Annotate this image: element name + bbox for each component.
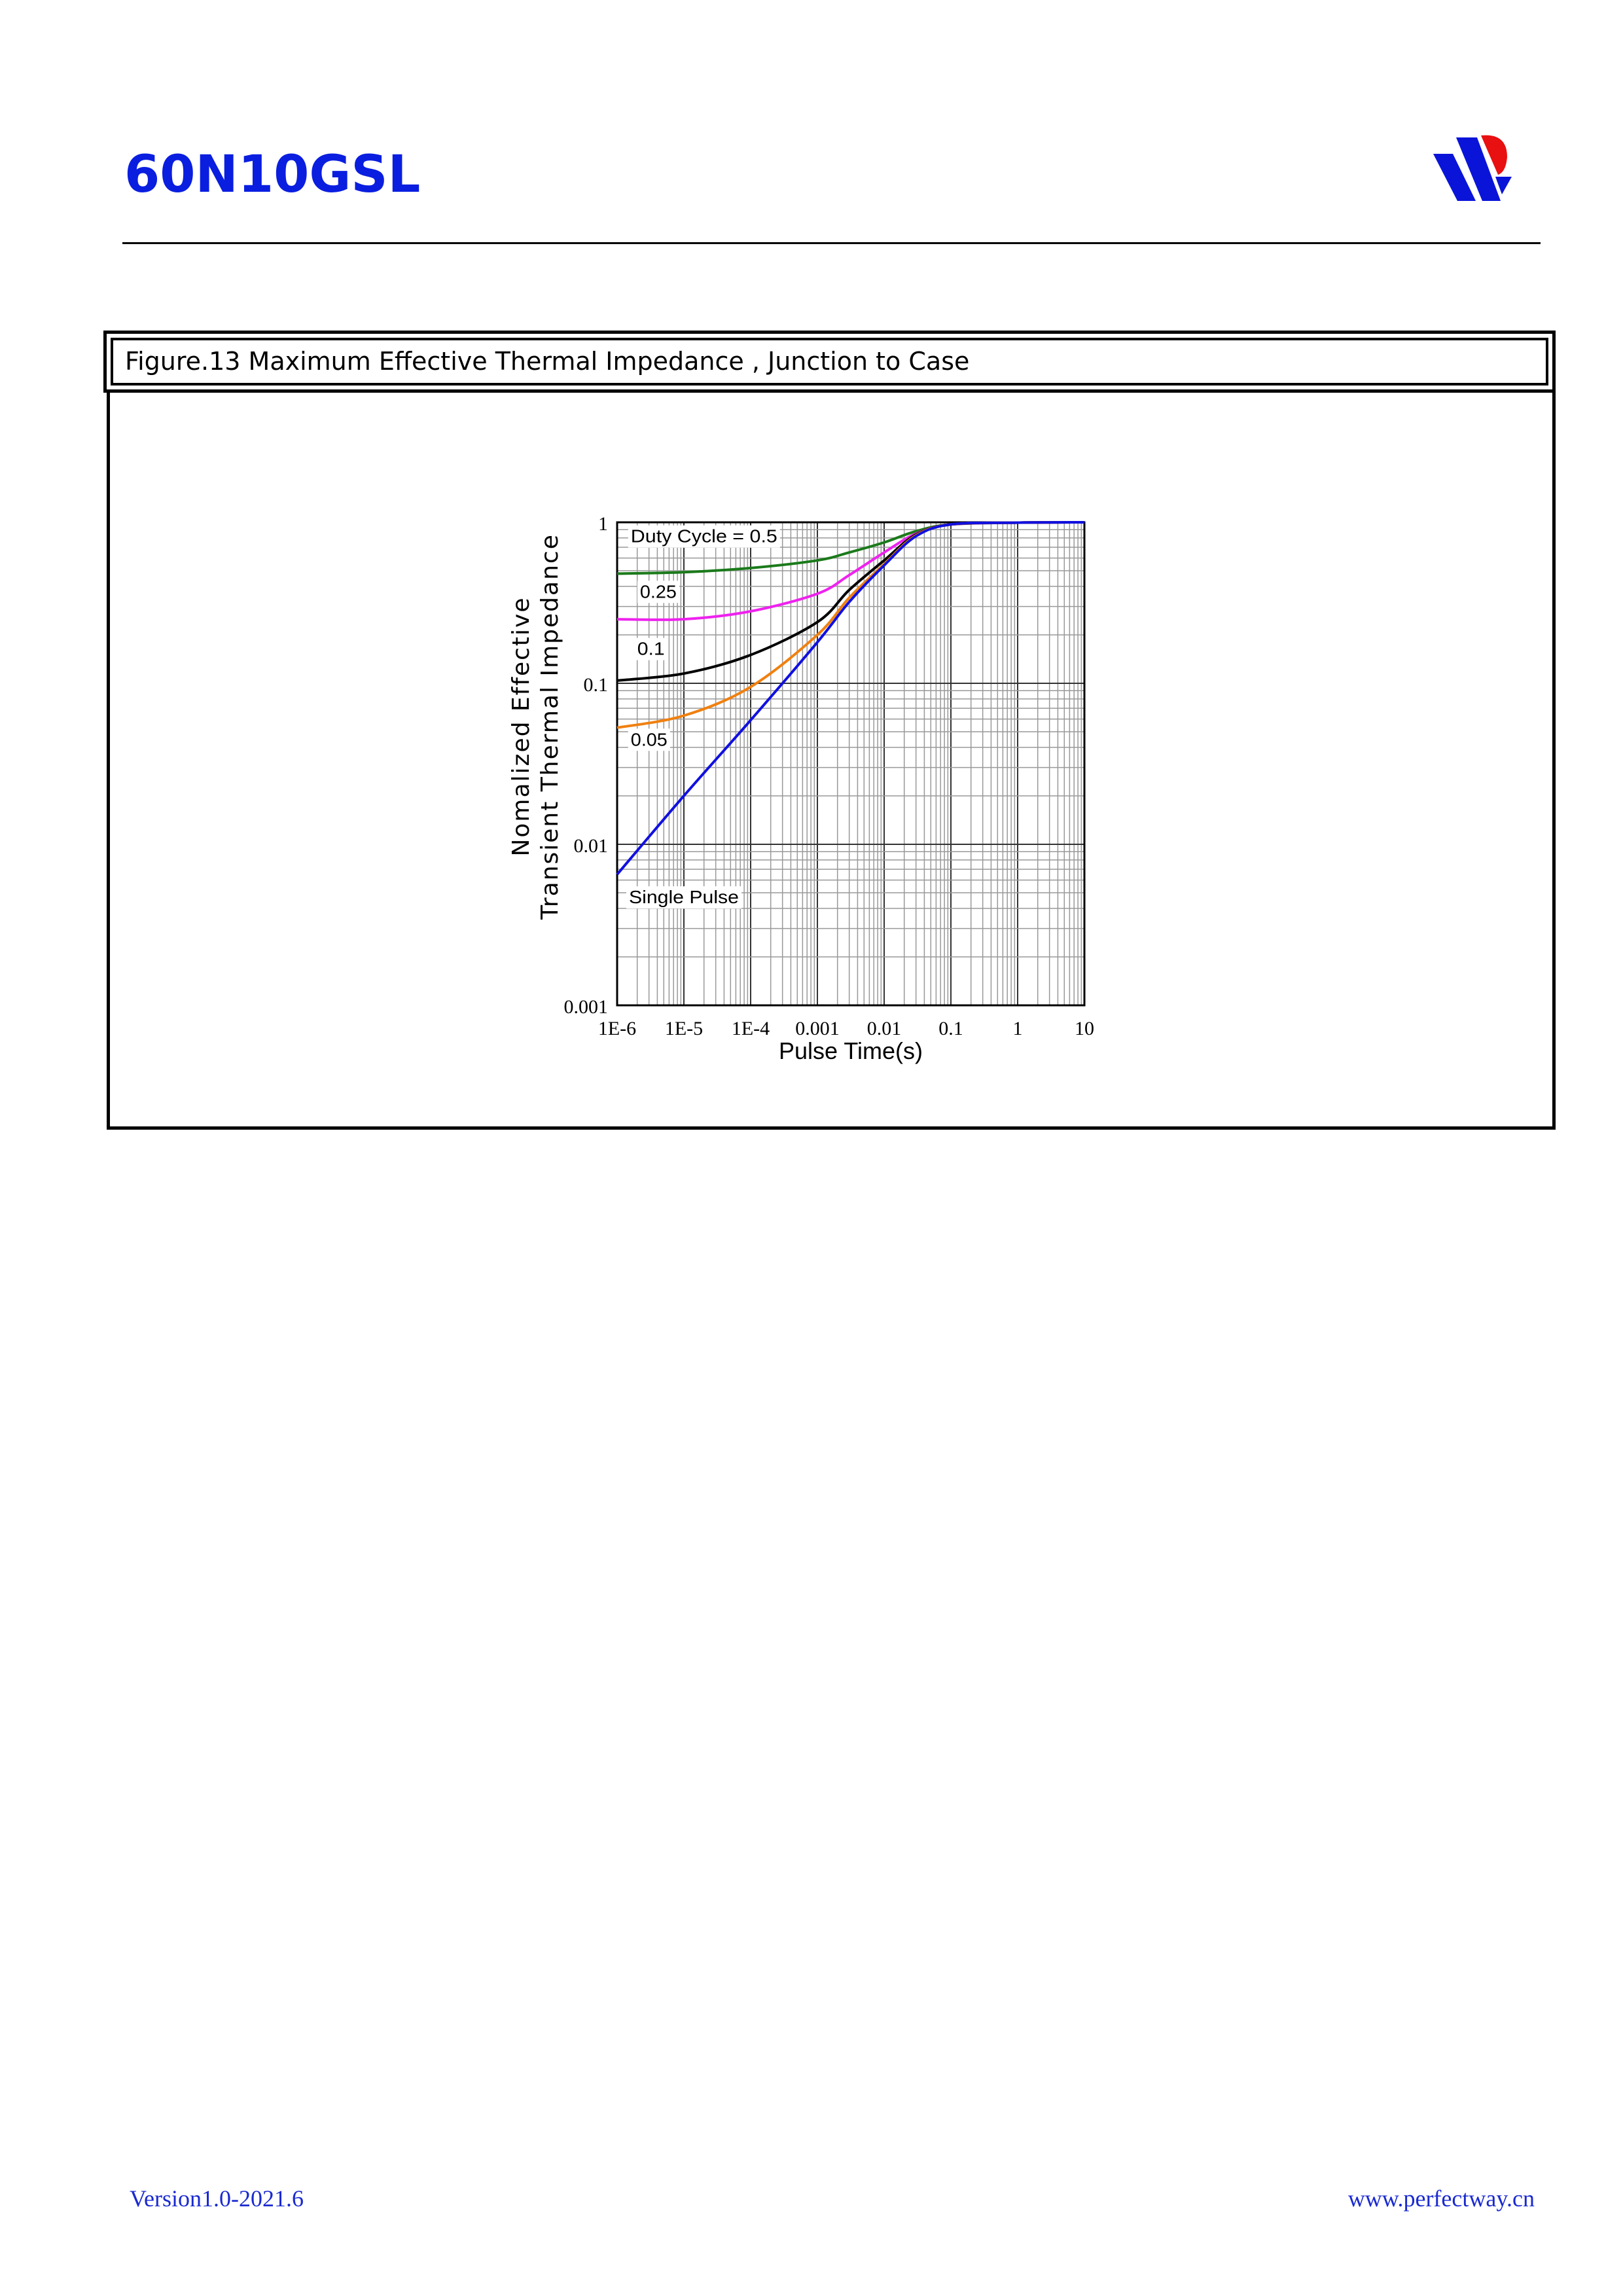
footer-website: www.perfectway.cn [1347,2185,1535,2212]
y-axis-label: Nomalized Effective [508,596,535,856]
x-tick-label: 1 [1013,1018,1023,1039]
x-tick-label: 0.1 [938,1018,963,1039]
y-tick-label: 0.1 [584,674,609,696]
y-tick-label: 1 [598,513,608,535]
y-axis-label: Transient Thermal Impedance [537,533,563,920]
annotation-label: 0.05 [631,729,668,749]
y-tick-label: 0.01 [574,835,609,857]
annotation-bg [634,637,668,660]
x-tick-label: 10 [1075,1018,1094,1039]
annotation-bg [637,581,679,603]
x-tick-label: 1E-5 [665,1018,703,1039]
plot-frame [616,521,1086,1007]
annotation-label: 0.1 [637,639,665,659]
series-line [616,521,1085,876]
y-tick-label: 0.001 [564,996,609,1018]
x-tick-label: 1E-4 [732,1018,770,1039]
perfectway-logo [1433,135,1512,201]
x-tick-label: 0.01 [867,1018,902,1039]
x-tick-label: 0.001 [795,1018,840,1039]
x-axis-label: Pulse Time(s) [779,1037,923,1064]
annotation-label: Duty Cycle = 0.5 [631,526,777,547]
annotation-label: Single Pulse [629,887,739,907]
figure-body-box [107,393,1556,1130]
annotation-bg [628,728,670,751]
footer-version: Version1.0-2021.6 [130,2185,304,2212]
part-number: 60N10GSL [124,145,421,204]
annotation-bg [626,886,741,909]
x-tick-label: 1E-6 [598,1018,636,1039]
figure-title-box: Figure.13 Maximum Effective Thermal Impe… [103,331,1556,393]
annotation-bg [628,525,780,548]
annotation-label: 0.25 [640,581,677,601]
figure-title: Figure.13 Maximum Effective Thermal Impe… [125,347,970,376]
header-divider [122,242,1541,244]
